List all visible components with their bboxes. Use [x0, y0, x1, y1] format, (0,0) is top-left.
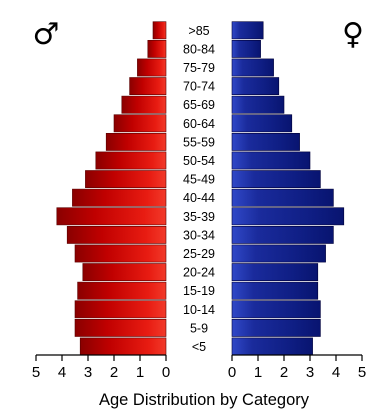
- age-labels: >85 80-84 75-79 70-74 65-69 60-64 55-59 50-54 45…: [183, 24, 215, 354]
- x-tick-label-10: 4: [332, 364, 340, 381]
- age-label-7: 50-54: [183, 154, 215, 168]
- female-bar-9: [232, 189, 333, 206]
- male-bar-9: [72, 189, 166, 206]
- male-bar-2: [137, 59, 166, 76]
- age-label-14: 15-19: [183, 284, 215, 298]
- female-bar-16: [232, 319, 320, 336]
- x-tick-label-0: 5: [32, 364, 40, 381]
- male-bar-10: [57, 208, 166, 225]
- male-bar-6: [106, 133, 166, 150]
- male-bar-7: [96, 152, 166, 169]
- female-bar-1: [232, 40, 261, 57]
- male-bar-12: [75, 245, 166, 262]
- age-label-12: 25-29: [183, 247, 215, 261]
- x-tick-label-6: 0: [228, 364, 236, 381]
- female-bar-6: [232, 133, 300, 150]
- male-bar-4: [122, 96, 166, 113]
- age-label-2: 75-79: [183, 61, 215, 75]
- female-bar-11: [232, 226, 333, 243]
- female-bar-5: [232, 115, 292, 132]
- female-bar-4: [232, 96, 284, 113]
- age-label-17: <5: [192, 340, 206, 354]
- male-bar-8: [85, 171, 166, 188]
- x-tick-label-7: 1: [254, 364, 262, 381]
- female-bar-2: [232, 59, 274, 76]
- age-label-5: 60-64: [183, 117, 215, 131]
- x-tick-label-2: 3: [84, 364, 92, 381]
- x-tick-label-11: 5: [358, 364, 366, 381]
- male-bar-5: [114, 115, 166, 132]
- female-symbol-icon: ♀: [342, 17, 364, 52]
- female-bar-17: [232, 338, 313, 355]
- age-label-11: 30-34: [183, 228, 215, 242]
- age-label-16: 5-9: [190, 321, 208, 335]
- age-label-8: 45-49: [183, 173, 215, 187]
- age-label-9: 40-44: [183, 191, 215, 205]
- x-tick-label-5: 0: [162, 364, 170, 381]
- female-bar-14: [232, 282, 318, 299]
- male-bar-13: [83, 264, 166, 281]
- female-bars: [232, 22, 344, 355]
- age-label-15: 10-14: [183, 303, 215, 317]
- male-bar-0: [153, 22, 166, 39]
- female-bar-13: [232, 264, 318, 281]
- age-label-1: 80-84: [183, 42, 215, 56]
- female-bar-15: [232, 301, 320, 318]
- male-symbol-icon: ♂: [33, 17, 60, 52]
- age-label-4: 65-69: [183, 98, 215, 112]
- age-label-13: 20-24: [183, 266, 215, 280]
- age-label-10: 35-39: [183, 210, 215, 224]
- male-bar-11: [67, 226, 166, 243]
- x-tick-label-3: 2: [110, 364, 118, 381]
- x-tick-label-1: 4: [58, 364, 66, 381]
- male-bar-15: [75, 301, 166, 318]
- male-bar-17: [80, 338, 166, 355]
- female-bar-8: [232, 171, 320, 188]
- x-tick-label-4: 1: [136, 364, 144, 381]
- female-bar-12: [232, 245, 326, 262]
- chart-title: Age Distribution by Category: [99, 391, 310, 409]
- age-label-3: 70-74: [183, 80, 215, 94]
- male-bar-1: [148, 40, 166, 57]
- male-bar-14: [78, 282, 166, 299]
- male-bars: [57, 22, 166, 355]
- male-bar-16: [75, 319, 166, 336]
- x-axes: [36, 355, 362, 361]
- x-tick-label-9: 3: [306, 364, 314, 381]
- female-bar-3: [232, 78, 279, 95]
- age-label-0: >85: [188, 24, 209, 38]
- x-tick-labels: 5 4 3 2 1 0 0 1 2 3 4 5: [32, 364, 366, 381]
- female-bar-7: [232, 152, 310, 169]
- male-bar-3: [130, 78, 166, 95]
- x-tick-label-8: 2: [280, 364, 288, 381]
- age-label-6: 55-59: [183, 135, 215, 149]
- female-bar-0: [232, 22, 263, 39]
- female-bar-10: [232, 208, 344, 225]
